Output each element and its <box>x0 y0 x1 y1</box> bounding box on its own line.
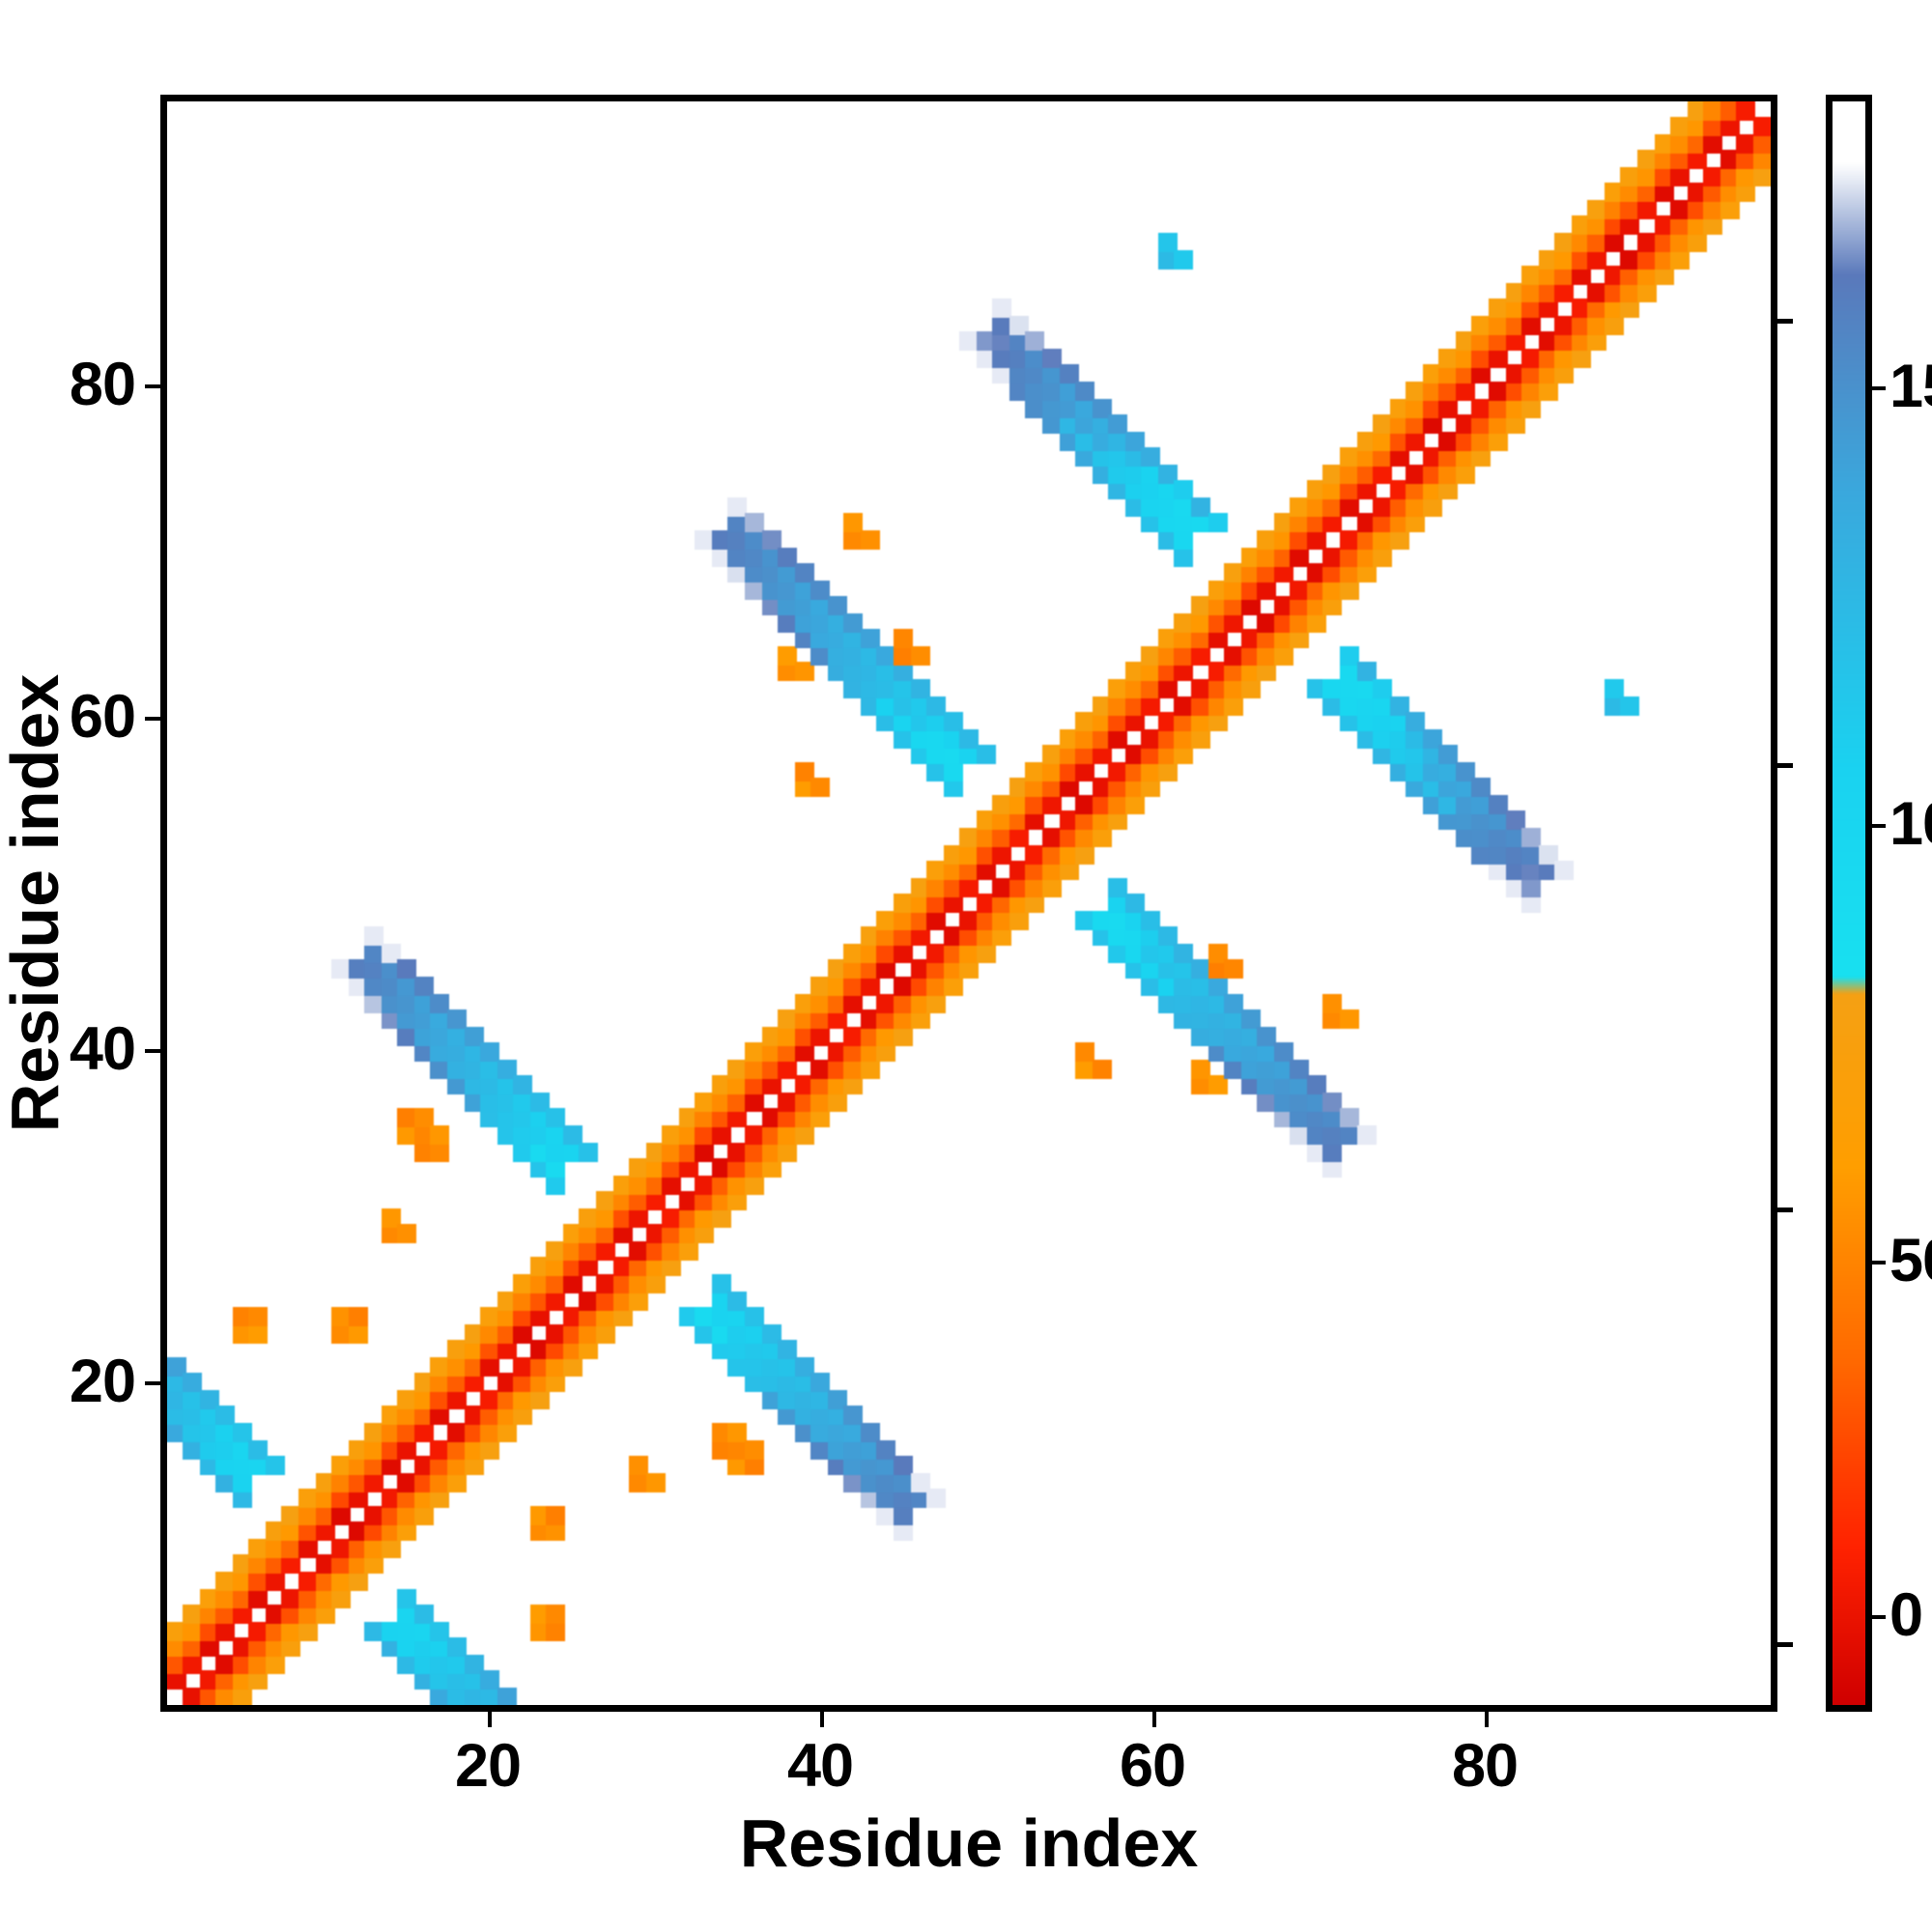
x-tick-label-80: 80 <box>1451 1732 1519 1800</box>
y-tick-label-80: 80 <box>69 351 136 418</box>
x-tick-label-20: 20 <box>454 1732 522 1800</box>
right-spine-minor-tick-4 <box>1777 1642 1793 1647</box>
y-axis-label: Residue index <box>0 673 72 1133</box>
y-tick-label-40: 40 <box>69 1015 136 1083</box>
colorbar-tick-0 <box>1872 1615 1886 1619</box>
heatmap-plot-area <box>160 95 1777 1712</box>
x-axis-label: Residue index <box>739 1805 1199 1881</box>
colorbar-tick-150 <box>1872 386 1886 390</box>
x-tick-40 <box>820 1712 824 1727</box>
right-spine-minor-tick-1 <box>1777 319 1793 324</box>
colorbar-tick-50 <box>1872 1261 1886 1264</box>
colorbar-tick-100 <box>1872 824 1886 828</box>
x-tick-60 <box>1152 1712 1156 1727</box>
y-tick-label-20: 20 <box>69 1348 136 1415</box>
y-tick-20 <box>145 1381 160 1385</box>
y-tick-80 <box>145 384 160 388</box>
right-spine-minor-tick-3 <box>1777 1208 1793 1212</box>
y-tick-60 <box>145 717 160 721</box>
x-tick-80 <box>1485 1712 1489 1727</box>
right-spine-minor-tick-2 <box>1777 763 1793 768</box>
heatmap-image <box>167 101 1771 1705</box>
colorbar-tick-label-50: 50 <box>1889 1227 1932 1294</box>
y-tick-label-60: 60 <box>69 683 136 751</box>
colorbar-gradient <box>1833 101 1865 1705</box>
x-tick-20 <box>488 1712 492 1727</box>
colorbar-tick-label-0: 0 <box>1889 1581 1923 1649</box>
colorbar-tick-label-100: 100 <box>1889 790 1932 858</box>
colorbar <box>1826 95 1872 1712</box>
colorbar-tick-label-150: 150 <box>1889 353 1932 420</box>
y-tick-40 <box>145 1049 160 1053</box>
x-tick-label-40: 40 <box>786 1732 854 1800</box>
x-tick-label-60: 60 <box>1119 1732 1186 1800</box>
